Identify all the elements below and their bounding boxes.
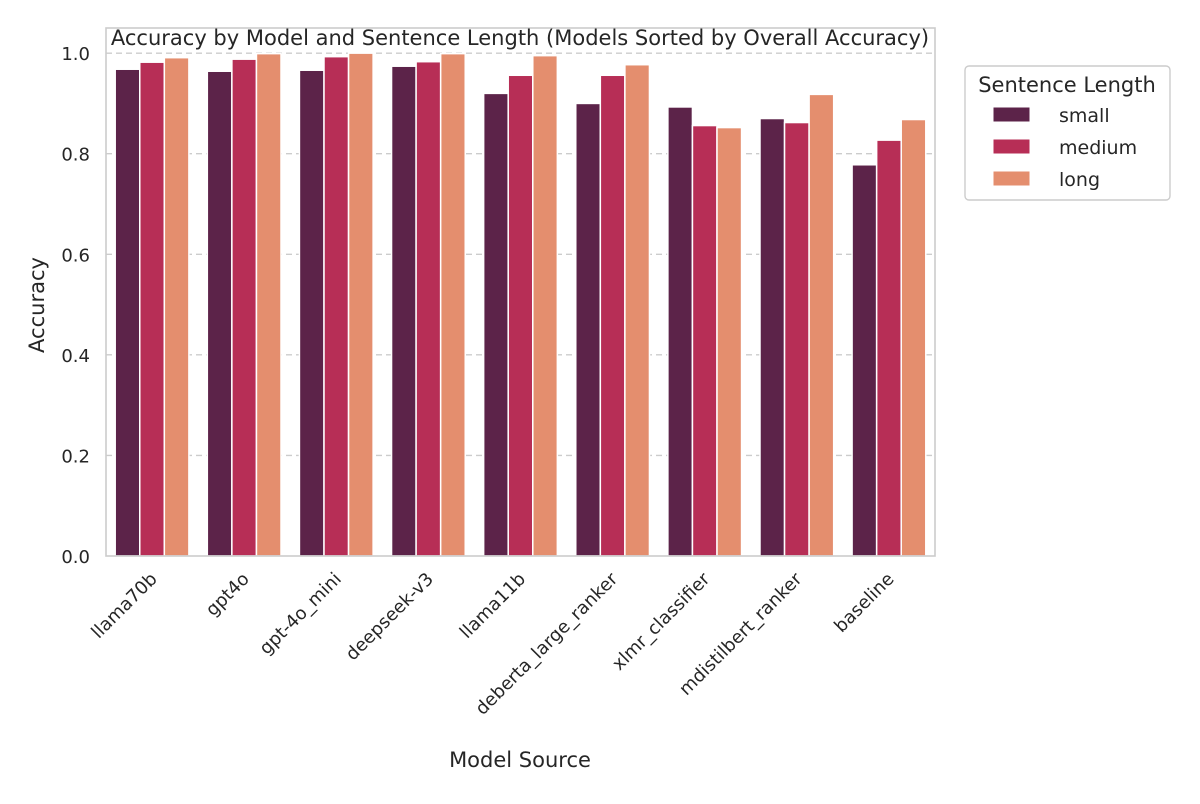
- bar-small: [206, 70, 233, 557]
- legend: Sentence Length small medium long: [964, 65, 1171, 201]
- bar-long: [439, 52, 466, 557]
- bar-small: [390, 65, 417, 557]
- bar-small: [759, 117, 786, 557]
- x-tick-label: gpt-4o_mini: [255, 569, 345, 659]
- x-tick-label: baseline: [830, 569, 898, 637]
- y-ticks: 0.0 0.2 0.4 0.6 0.8 1.0: [61, 44, 90, 568]
- axes-frame: [105, 27, 936, 557]
- bar-long: [716, 126, 743, 557]
- bar-medium: [599, 74, 626, 557]
- x-tick-label: llama11b: [456, 569, 530, 643]
- x-tick-label: llama70b: [87, 569, 161, 643]
- y-tick-label: 0.2: [61, 446, 90, 467]
- legend-label-small: small: [1059, 105, 1110, 127]
- bar-long: [255, 52, 282, 557]
- bar-medium: [139, 61, 166, 557]
- bar-small: [114, 68, 141, 557]
- bars: [114, 52, 927, 557]
- bar-medium: [875, 139, 902, 557]
- y-tick-label: 0.6: [61, 245, 90, 266]
- x-tick-label: gpt4o: [202, 569, 254, 621]
- bar-medium: [507, 74, 534, 557]
- bar-small: [298, 69, 325, 557]
- bar-long: [347, 52, 374, 557]
- x-tick-label: xlmr_classifier: [608, 568, 715, 675]
- bar-long: [808, 93, 835, 557]
- legend-label-medium: medium: [1059, 137, 1137, 159]
- x-tick-label: deepseek-v3: [342, 569, 438, 665]
- bar-small: [667, 106, 694, 557]
- chart-title: Accuracy by Model and Sentence Length (M…: [111, 26, 929, 50]
- y-tick-label: 0.8: [61, 145, 90, 166]
- legend-frame: [964, 65, 1171, 201]
- x-axis-label: Model Source: [449, 748, 591, 772]
- bar-long: [532, 54, 559, 557]
- legend-swatch-long: [992, 170, 1031, 187]
- bar-medium: [231, 58, 258, 557]
- y-axis-label: Accuracy: [25, 257, 49, 353]
- bar-medium: [691, 124, 718, 557]
- bar-long: [624, 63, 651, 557]
- bar-medium: [783, 121, 810, 557]
- legend-title: Sentence Length: [978, 73, 1156, 97]
- bar-medium: [323, 55, 350, 557]
- legend-label-long: long: [1059, 169, 1100, 191]
- legend-swatch-small: [992, 106, 1031, 123]
- bar-small: [482, 92, 509, 557]
- bar-long: [163, 56, 190, 557]
- legend-swatch-medium: [992, 138, 1031, 155]
- y-tick-label: 1.0: [61, 44, 90, 65]
- bar-small: [575, 102, 602, 557]
- legend-entries: small medium long: [992, 105, 1137, 191]
- y-tick-label: 0.4: [61, 346, 90, 367]
- bar-medium: [415, 60, 442, 557]
- bar-small: [851, 164, 878, 557]
- y-tick-label: 0.0: [61, 547, 90, 568]
- bar-long: [900, 118, 927, 557]
